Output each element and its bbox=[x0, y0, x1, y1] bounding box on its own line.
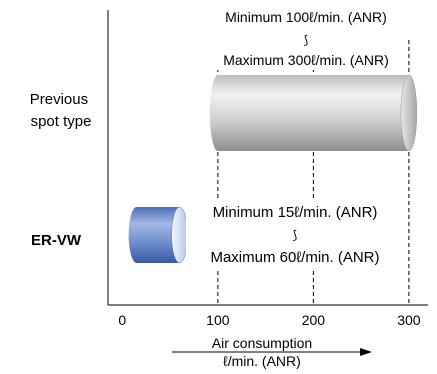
annotation-previous-min: Minimum 100ℓ/min. (ANR) bbox=[225, 9, 387, 25]
x-axis-label-line1: Air consumption bbox=[212, 335, 312, 351]
x-tick-label-200: 200 bbox=[302, 312, 326, 328]
x-tick-labels: 0 100 200 300 bbox=[118, 312, 420, 328]
x-tick-label-300: 300 bbox=[397, 312, 421, 328]
bar-er-vw-left-cap bbox=[128, 207, 145, 263]
x-axis-label-line2: ℓ/min. (ANR) bbox=[223, 353, 301, 369]
annotation-er-vw-symbol: ⟆ bbox=[293, 228, 298, 242]
x-tick-label-100: 100 bbox=[206, 312, 230, 328]
x-axis-arrow-head bbox=[360, 348, 372, 356]
category-label-er-vw-line1: ER-VW bbox=[31, 232, 82, 249]
annotation-previous-symbol: ⟆ bbox=[304, 33, 309, 47]
category-label-er-vw: ER-VW bbox=[31, 232, 82, 249]
bar-previous-left-cap bbox=[209, 75, 226, 151]
bar-er-vw bbox=[128, 206, 188, 264]
category-label-previous: Previous spot type bbox=[30, 91, 93, 130]
bar-er-vw-right-cap bbox=[171, 206, 188, 264]
annotation-er-vw-backing bbox=[186, 200, 400, 268]
annotation-er-vw-min: Minimum 15ℓ/min. (ANR) bbox=[213, 204, 378, 221]
annotation-er-vw-max: Maximum 60ℓ/min. (ANR) bbox=[210, 249, 379, 266]
x-tick-label-0: 0 bbox=[118, 312, 126, 328]
bar-previous-spot-type bbox=[209, 74, 418, 152]
category-label-previous-line1: Previous bbox=[30, 91, 88, 108]
annotation-previous: Minimum 100ℓ/min. (ANR) ⟆ Maximum 300ℓ/m… bbox=[208, 6, 404, 70]
category-label-previous-line2: spot type bbox=[31, 113, 92, 130]
annotation-previous-backing bbox=[208, 6, 404, 70]
annotation-previous-max: Maximum 300ℓ/min. (ANR) bbox=[223, 52, 389, 68]
bar-previous-right-cap bbox=[400, 74, 418, 152]
annotation-er-vw: Minimum 15ℓ/min. (ANR) ⟆ Maximum 60ℓ/min… bbox=[186, 200, 400, 268]
bar-previous-body bbox=[217, 75, 409, 151]
x-axis-label: Air consumption ℓ/min. (ANR) bbox=[172, 335, 372, 369]
